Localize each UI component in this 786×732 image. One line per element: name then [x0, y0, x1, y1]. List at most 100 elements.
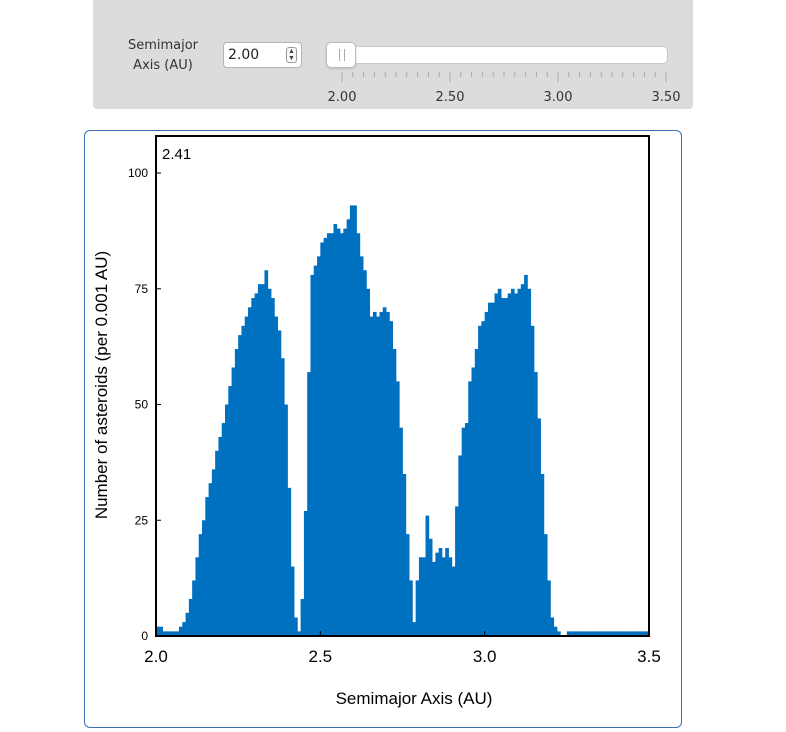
histogram-bar — [530, 325, 535, 636]
histogram-bar — [612, 631, 617, 636]
y-tick-label: 0 — [141, 629, 148, 643]
histogram-bar — [221, 423, 226, 636]
histogram-bar — [517, 288, 522, 636]
histogram-bar — [182, 622, 186, 636]
histogram-bar — [343, 228, 348, 636]
x-tick-label: 3.5 — [637, 647, 661, 666]
histogram-bar — [297, 631, 302, 636]
y-tick-label: 25 — [135, 513, 149, 527]
x-tick-label: 2.0 — [144, 647, 168, 666]
histogram-bar — [202, 520, 206, 636]
histogram-bar — [632, 631, 637, 636]
histogram-bar — [478, 325, 482, 636]
histogram-bar — [599, 631, 604, 636]
histogram-bar — [543, 534, 548, 636]
histogram-bar — [438, 548, 443, 636]
histogram-bar — [379, 311, 384, 636]
histogram-bar — [218, 436, 223, 636]
histogram-bar — [415, 580, 420, 636]
histogram-bar — [579, 631, 584, 636]
histogram-bar — [405, 534, 410, 636]
slider-tick-label: 2.00 — [328, 90, 357, 105]
semimajor-axis-input[interactable] — [228, 45, 280, 65]
histogram-bar — [386, 311, 390, 636]
histogram-bar — [241, 325, 246, 636]
histogram-bar — [481, 321, 486, 636]
spinner-arrows-icon[interactable]: ▲ ▼ — [286, 47, 297, 63]
semimajor-axis-slider-thumb[interactable] — [326, 42, 356, 68]
grip-icon — [339, 49, 345, 61]
histogram-bar — [225, 404, 229, 636]
histogram-bar — [188, 598, 193, 636]
histogram-bar — [428, 538, 433, 636]
histogram-bar — [639, 631, 643, 636]
histogram-bar — [228, 386, 232, 636]
histogram-bar — [198, 534, 203, 636]
histogram-bar — [165, 631, 170, 636]
histogram-bar — [501, 298, 505, 636]
plot-frame — [84, 130, 682, 728]
histogram-bar — [494, 293, 499, 636]
histogram-bar — [468, 381, 472, 636]
histogram-bar — [274, 316, 279, 636]
histogram-bar — [156, 626, 160, 636]
slider-scale: 2.00 2.50 3.00 3.50 — [328, 72, 681, 105]
histogram-bar — [622, 631, 627, 636]
histogram-bar — [277, 330, 282, 636]
histogram-bar — [280, 358, 285, 636]
histogram-bar — [635, 631, 640, 636]
histogram-bar — [547, 580, 551, 636]
histogram-bar — [340, 233, 344, 636]
histogram-bar — [234, 348, 239, 636]
histogram-bar — [294, 617, 298, 636]
histogram-bar — [238, 335, 242, 636]
histogram-bar — [303, 511, 308, 636]
histogram-bar — [376, 316, 380, 636]
histogram-bar — [458, 455, 463, 636]
histogram-bar — [349, 205, 354, 636]
x-tick-label: 3.0 — [473, 647, 497, 666]
histogram-bar — [254, 293, 259, 636]
histogram-bar — [504, 298, 509, 636]
histogram-bar — [553, 626, 558, 636]
histogram-bar — [290, 566, 295, 636]
histogram-bar — [346, 219, 351, 637]
label-line-1: Semimajor — [127, 38, 199, 53]
histogram-bar — [382, 307, 387, 636]
histogram-bar — [231, 367, 236, 636]
histogram-bar — [261, 284, 265, 636]
histogram-bar — [491, 302, 495, 636]
histogram-bar — [487, 302, 492, 636]
histogram-bar — [251, 298, 255, 636]
histogram-bar — [172, 631, 177, 636]
histogram-bar — [422, 557, 426, 636]
slider-tick-label: 3.50 — [652, 90, 681, 105]
histogram-bar — [392, 348, 397, 636]
histogram-bar — [372, 311, 377, 636]
histogram-bar — [510, 288, 515, 636]
histogram-bar — [192, 580, 196, 636]
histogram-bar — [556, 631, 561, 636]
histogram-bar — [402, 473, 407, 636]
histogram-bar — [593, 631, 597, 636]
label-line-2: Axis (AU) — [133, 58, 193, 73]
semimajor-axis-spinbox[interactable]: ▲▼ — [223, 42, 302, 68]
histogram-bar — [451, 566, 456, 636]
histogram-bar — [264, 270, 269, 636]
semimajor-axis-label: Semimajor Axis (AU) — [118, 36, 208, 76]
histogram-bar — [353, 205, 357, 636]
y-tick-label: 50 — [135, 398, 149, 412]
histogram-bar — [566, 631, 571, 636]
histogram-bar — [514, 293, 518, 636]
x-axis-label: Semimajor Axis (AU) — [336, 689, 493, 708]
histogram-bar — [208, 483, 213, 636]
histogram-bar — [461, 427, 466, 636]
histogram-bar — [625, 631, 630, 636]
histogram-bar — [445, 548, 449, 636]
histogram-bar — [395, 381, 400, 636]
histogram-bar — [313, 265, 318, 636]
histogram-bar — [317, 256, 321, 636]
histogram-bar — [586, 631, 591, 636]
histogram-bar — [300, 598, 305, 636]
histogram-bar — [441, 557, 446, 636]
